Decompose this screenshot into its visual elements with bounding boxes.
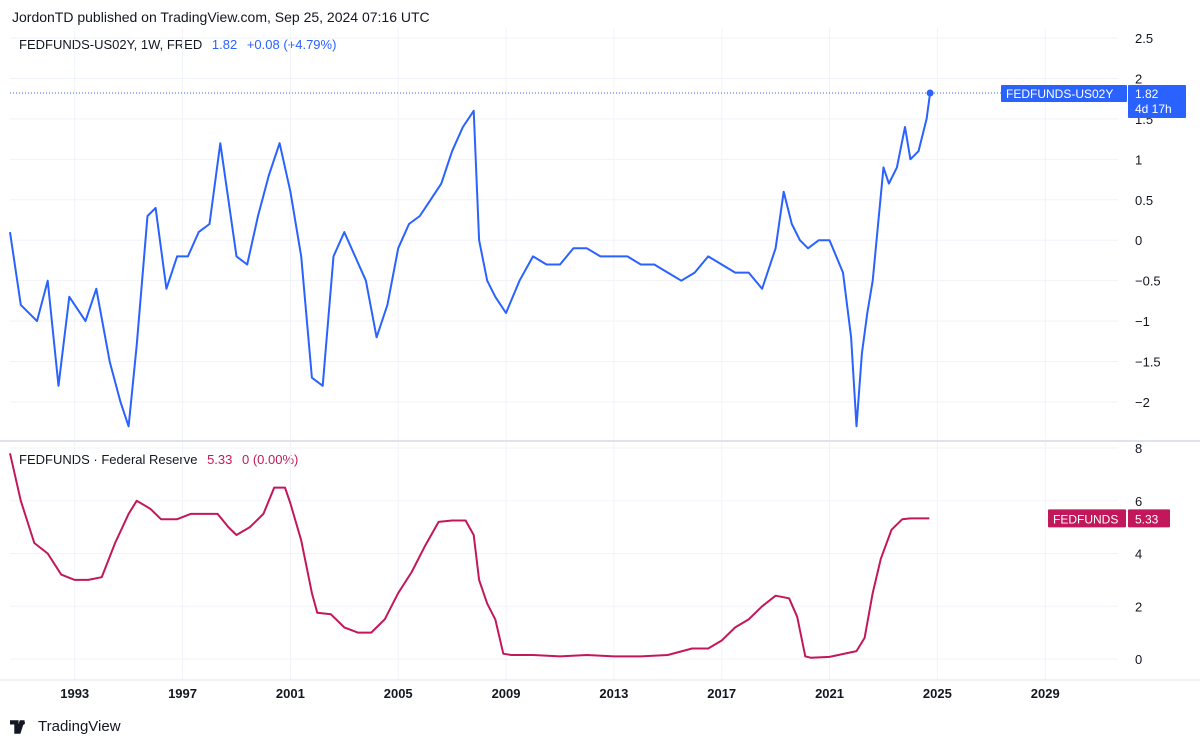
last-value-tag (1128, 509, 1170, 528)
x-tick-label: 2005 (384, 686, 413, 701)
last-value-tag-text: 5.33 (1135, 512, 1159, 526)
x-tick-label: 2001 (276, 686, 305, 701)
x-tick-label: 2017 (707, 686, 736, 701)
y-tick-label: 2 (1135, 599, 1142, 614)
y-tick-label: −2 (1135, 395, 1150, 410)
bar-countdown-text: 4d 17h (1135, 102, 1172, 116)
tradingview-footer: TradingView (10, 718, 121, 735)
top-legend-last: 1.82 (211, 37, 238, 52)
y-tick-label: 0 (1135, 652, 1142, 667)
bottom-pane-legend: FEDFUNDS · Federal Reserve 5.33 0 (0.00%… (19, 452, 298, 467)
y-tick-label: −0.5 (1135, 274, 1161, 289)
tradingview-logo-icon (10, 719, 25, 734)
y-tick-label: 0.5 (1135, 193, 1153, 208)
bottom-legend-change: 0 (0.00%) (242, 452, 299, 467)
x-tick-label: 2029 (1031, 686, 1060, 701)
x-tick-label: 2025 (923, 686, 952, 701)
fedfunds-series-line (9, 453, 930, 659)
series-label-tag (1001, 85, 1127, 103)
bottom-legend-last: 5.33 (207, 452, 233, 467)
y-tick-label: −1.5 (1135, 355, 1161, 370)
x-tick-label: 2009 (492, 686, 521, 701)
series-label-tag-text: FEDFUNDS-US02Y (1006, 87, 1113, 101)
y-tick-label: 8 (1135, 441, 1142, 456)
x-tick-label: 1993 (60, 686, 89, 701)
last-value-tag-text: 1.82 (1135, 87, 1159, 101)
y-tick-label: 4 (1135, 547, 1142, 562)
y-tick-label: 2 (1135, 71, 1142, 86)
y-tick-label: 1 (1135, 152, 1142, 167)
top-legend-name: FEDFUNDS-US02Y, 1W, FRED (19, 37, 203, 52)
series-label-tag (1048, 509, 1126, 528)
spread-series-line (9, 92, 932, 428)
y-tick-label: −1 (1135, 314, 1150, 329)
y-tick-label: 6 (1135, 494, 1142, 509)
tradingview-brand: TradingView (38, 718, 121, 735)
top-pane-legend: FEDFUNDS-US02Y, 1W, FRED 1.82 +0.08 (+4.… (19, 37, 336, 52)
series-label-tag-text: FEDFUNDS (1053, 512, 1118, 526)
x-tick-label: 2013 (599, 686, 628, 701)
publisher-header: JordonTD published on TradingView.com, S… (12, 9, 430, 25)
last-point-marker (926, 89, 934, 97)
x-tick-label: 2021 (815, 686, 844, 701)
x-tick-label: 1997 (168, 686, 197, 701)
top-legend-change: +0.08 (+4.79%) (246, 37, 337, 52)
y-tick-label: 2.5 (1135, 31, 1153, 46)
y-tick-label: 0 (1135, 233, 1142, 248)
last-value-tag (1128, 85, 1186, 119)
bottom-legend-name: FEDFUNDS · Federal Reserve (19, 452, 198, 467)
